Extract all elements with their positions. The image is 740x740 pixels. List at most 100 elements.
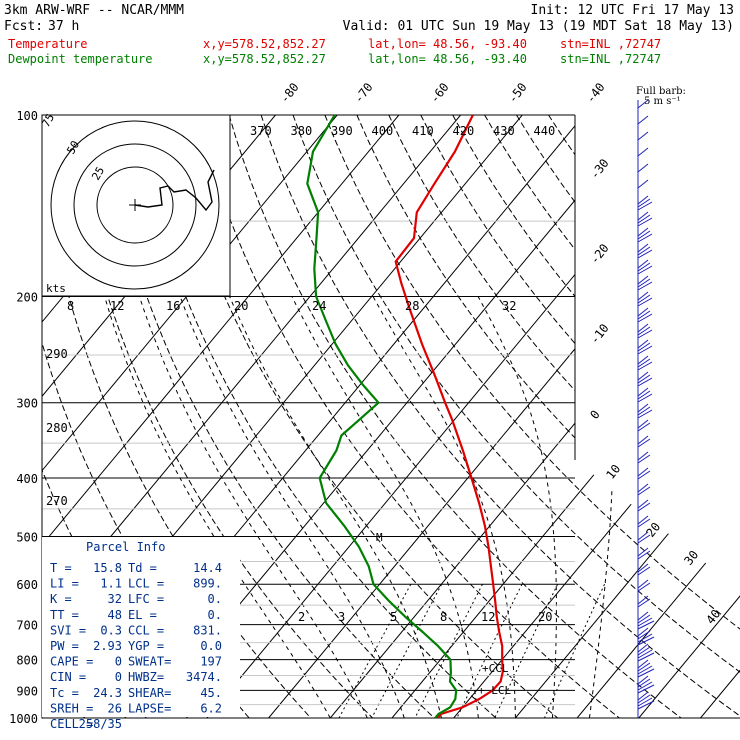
parcel-info-cell: 0 xyxy=(115,655,122,669)
legend-dewpoint-stn: stn=INL ,72747 xyxy=(560,52,661,66)
legend-temperature-xy: x,y=578.52,852.27 xyxy=(203,37,326,51)
hodo-speed-label: 32 xyxy=(502,299,516,313)
hodograph-ring-label: 75 xyxy=(39,112,57,130)
wind-barb-flag xyxy=(637,652,655,662)
wind-barb-flag xyxy=(637,518,651,528)
sounding-profiles xyxy=(306,115,504,718)
parcel-info-cell: K = xyxy=(50,592,72,606)
wind-barb-flag xyxy=(637,214,651,224)
init-time: Init: 12 UTC Fri 17 May 13 xyxy=(531,3,735,18)
isotherm-label-top: -50 xyxy=(505,80,529,106)
wind-barb-flag xyxy=(637,470,651,480)
pressure-label: 100 xyxy=(16,109,38,123)
wind-barb-flag xyxy=(637,115,649,125)
wind-barb-flag xyxy=(637,678,651,688)
dry-adiabat-line xyxy=(324,115,740,718)
dry-adiabat-line xyxy=(516,115,740,718)
isotherm-label-right: 10 xyxy=(603,462,623,482)
dry-adiabat-line xyxy=(292,115,740,718)
parcel-info-cell: 48 xyxy=(108,608,122,622)
theta-e-label: 410 xyxy=(412,124,434,138)
wind-barb-flag xyxy=(637,355,649,365)
wind-barb-flag xyxy=(637,566,651,576)
wind-barb-flag xyxy=(637,486,651,496)
wind-barb-flag xyxy=(637,681,653,691)
dry-adiabat-line xyxy=(611,115,740,718)
isotherm-line xyxy=(206,115,708,718)
wind-barb-flag xyxy=(637,451,649,461)
wind-barb-legend: Full barb: 5 m s⁻¹ xyxy=(636,86,686,107)
mixing-ratio-line xyxy=(338,583,412,718)
wind-barb-flag xyxy=(637,259,649,269)
wind-barb-flag xyxy=(637,620,655,630)
wind-barb-flag xyxy=(637,329,653,339)
hodo-speed-label: 28 xyxy=(405,299,419,313)
hodograph-ring xyxy=(73,143,197,267)
wind-barb-flag xyxy=(637,700,655,710)
wind-barb-flag xyxy=(637,310,651,320)
wind-barb-flag xyxy=(637,550,651,560)
mixing-ratio-label: 3 xyxy=(338,610,345,624)
legend-dewpoint-latlon: lat,lon= 48.56, -93.40 xyxy=(368,52,527,66)
wind-barb-flag xyxy=(637,345,653,355)
isotherm-label-right: 0 xyxy=(587,408,602,422)
valid-time: Valid: 01 UTC Sun 19 May 13 (19 MDT Sat … xyxy=(343,19,734,34)
parcel-info-cell: 197 xyxy=(200,655,222,669)
parcel-info-cell: 258/35 xyxy=(79,717,122,731)
wind-barb-flag xyxy=(637,643,649,653)
forecast-label: Fcst: xyxy=(4,19,43,34)
hodograph-ring xyxy=(50,120,220,290)
dry-adiabat-line xyxy=(579,115,740,718)
isotherm-label-right: -30 xyxy=(587,156,611,182)
parcel-info-cell: EL = xyxy=(128,608,157,622)
hodo-speed-label: 24 xyxy=(312,299,326,313)
wind-barb-flag xyxy=(637,390,651,400)
wind-barb-flag xyxy=(637,499,649,509)
wind-barb-flag xyxy=(637,230,651,240)
hodograph: 75 50 25 kts xyxy=(39,112,231,297)
parcel-info-cell: SHEAR= xyxy=(128,686,171,700)
wind-barb-flag xyxy=(637,291,649,301)
ccl-marker: +CCL xyxy=(482,662,509,675)
parcel-info-cell: 3474. xyxy=(186,670,222,684)
parcel-info-cell: PW = xyxy=(50,639,79,653)
wind-barbs xyxy=(637,99,655,718)
dry-adiabat-line xyxy=(420,115,740,718)
wind-barb-flag xyxy=(637,195,649,205)
mixing-ratio-line xyxy=(414,583,483,718)
theta-e-label: 430 xyxy=(493,124,515,138)
wind-barb-flag xyxy=(637,243,649,253)
dry-adiabat-line xyxy=(260,115,740,718)
isotherm-label-top: -70 xyxy=(351,80,375,106)
wind-barb-flag xyxy=(637,342,651,352)
parcel-info-cell: 15.8 xyxy=(93,561,122,575)
parcel-info-cell: 32 xyxy=(108,592,122,606)
parcel-info-cell: 2.93 xyxy=(93,639,122,653)
wind-barb-flag xyxy=(637,361,653,371)
hodo-speed-label: 20 xyxy=(234,299,248,313)
wind-barb-flag xyxy=(637,595,649,605)
dry-adiabat-line xyxy=(707,115,740,718)
mixing-ratio-label: 20 xyxy=(538,610,552,624)
isotherm-line xyxy=(42,115,338,718)
wind-barb-flag xyxy=(637,371,649,381)
wind-barb-flag xyxy=(637,422,651,432)
wind-barb-flag xyxy=(637,611,649,621)
wind-barb-flag xyxy=(637,313,653,323)
parcel-info-cell: CAPE = xyxy=(50,655,93,669)
wind-barb-flag xyxy=(637,323,649,333)
wind-barb-flag xyxy=(637,630,651,640)
mixing-ratio-label: 8 xyxy=(440,610,447,624)
m-marker: M xyxy=(376,531,383,544)
wind-barb-flag xyxy=(637,617,653,627)
wind-barb-flag xyxy=(637,198,651,208)
theta-e-label: 390 xyxy=(331,124,353,138)
wind-barb-flag xyxy=(637,262,651,272)
wind-barb-flag xyxy=(637,179,649,189)
dry-adiabat-line xyxy=(388,115,740,718)
wind-barb-flag xyxy=(637,233,653,243)
wind-barb-flag xyxy=(637,374,651,384)
moist-adiabat-line xyxy=(588,296,614,718)
legend-temperature-stn: stn=INL ,72747 xyxy=(560,37,661,51)
pressure-label: 900 xyxy=(16,684,38,698)
